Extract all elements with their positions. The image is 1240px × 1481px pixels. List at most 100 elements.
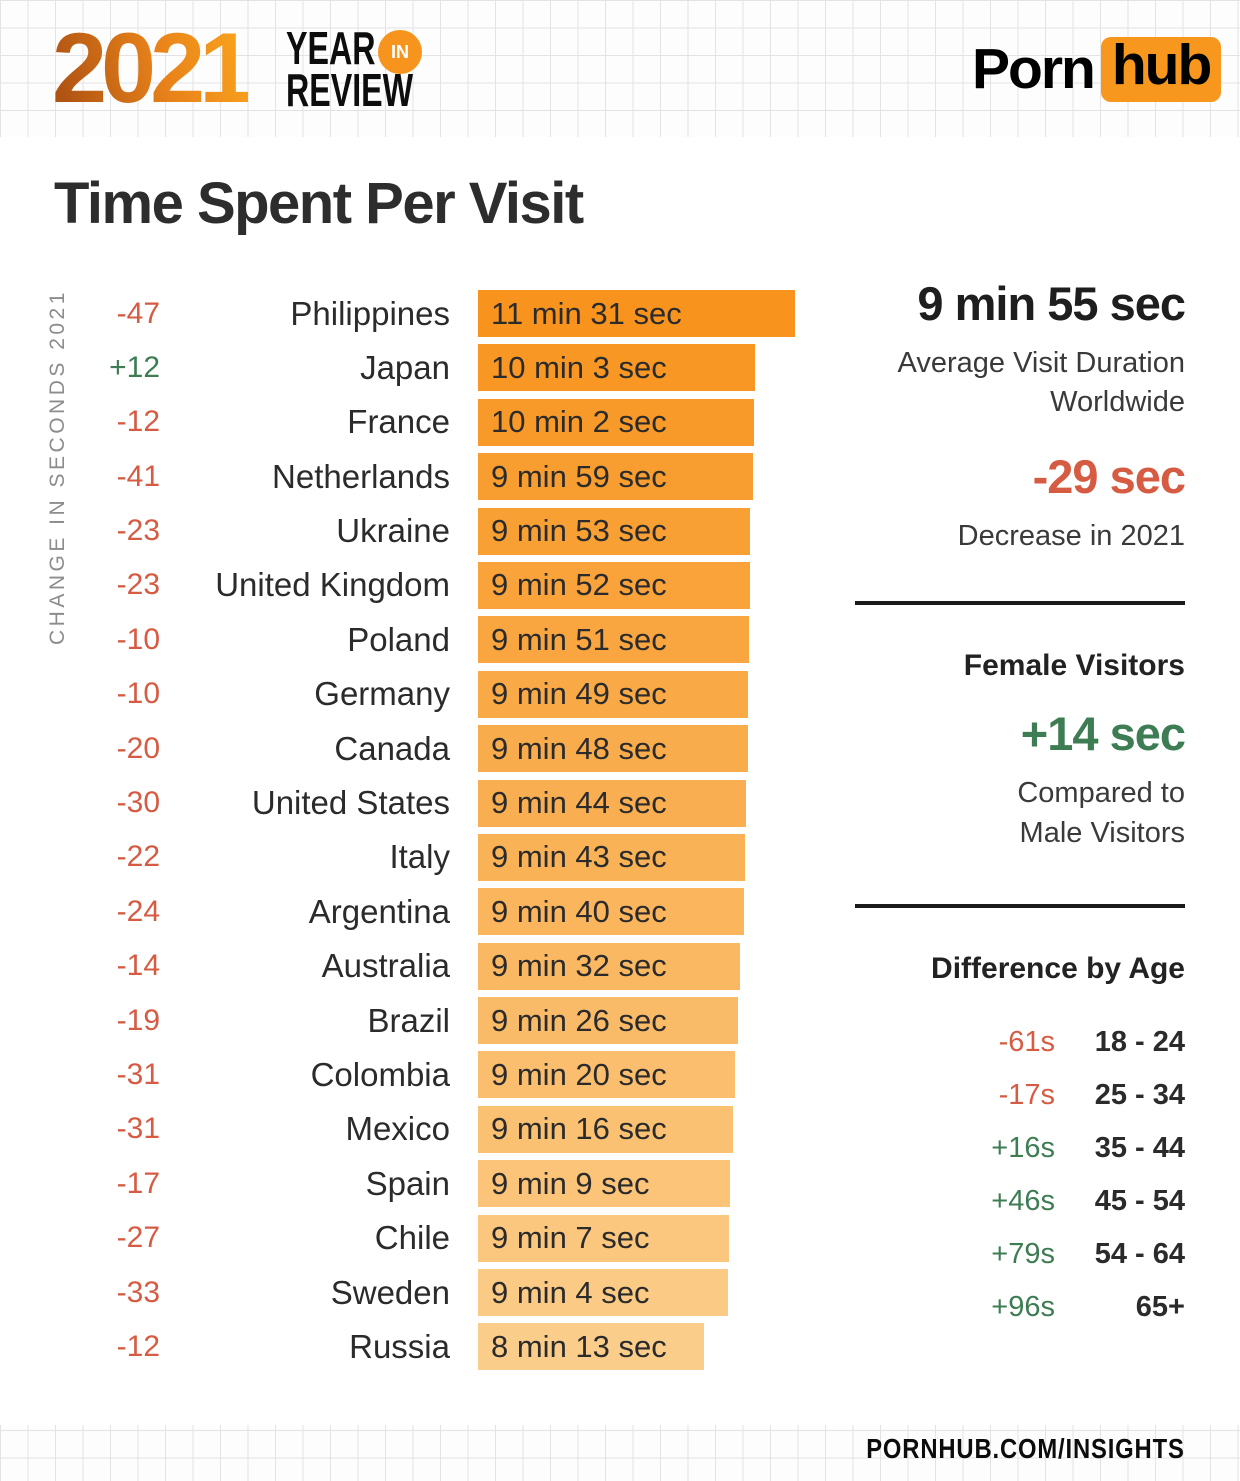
duration-label: 9 min 53 sec xyxy=(491,513,667,549)
change-value: -31 xyxy=(116,1112,160,1146)
year-in-review-line2: REVIEW xyxy=(286,64,467,116)
duration-label: 9 min 20 sec xyxy=(491,1056,667,1092)
duration-bar: 9 min 49 sec xyxy=(478,670,748,718)
change-value: -10 xyxy=(116,677,160,711)
country-label: Sweden xyxy=(330,1273,450,1311)
country-label: Japan xyxy=(360,348,450,386)
duration-bar: 10 min 2 sec xyxy=(478,398,754,446)
change-value: -19 xyxy=(116,1003,160,1037)
country-label: Poland xyxy=(347,620,450,658)
change-value: -24 xyxy=(116,894,160,928)
year-text: YEAR xyxy=(286,22,376,74)
duration-label: 9 min 49 sec xyxy=(491,676,667,712)
country-label: Mexico xyxy=(345,1110,450,1148)
country-label: Russia xyxy=(349,1327,450,1365)
age-diff-value: +16s xyxy=(991,1131,1055,1164)
change-value: -20 xyxy=(116,731,160,765)
chart-row: -23 United Kingdom 9 min 52 sec xyxy=(0,561,820,609)
stats-sidebar: 9 min 55 sec Average Visit Duration Worl… xyxy=(855,280,1186,1334)
age-row: +96s 65+ xyxy=(855,1281,1185,1334)
age-row: -17s 25 - 34 xyxy=(855,1069,1185,1122)
duration-bar: 9 min 32 sec xyxy=(478,942,740,990)
duration-label: 9 min 16 sec xyxy=(491,1111,667,1147)
age-diff-value: +96s xyxy=(991,1290,1055,1323)
country-label: Chile xyxy=(374,1219,450,1257)
duration-bar: 9 min 16 sec xyxy=(478,1105,733,1153)
duration-label: 9 min 51 sec xyxy=(491,621,667,657)
pornhub-logo-hub: hub xyxy=(1100,36,1222,102)
chart-row: +12 Japan 10 min 3 sec xyxy=(0,344,820,392)
change-value: -23 xyxy=(116,514,160,548)
duration-bar: 8 min 13 sec xyxy=(478,1323,704,1371)
duration-label: 8 min 13 sec xyxy=(491,1328,667,1364)
chart-row: -22 Italy 9 min 43 sec xyxy=(0,833,820,881)
difference-by-age-heading: Difference by Age xyxy=(931,951,1185,985)
duration-label: 9 min 44 sec xyxy=(491,785,667,821)
duration-bar: 9 min 4 sec xyxy=(478,1269,728,1317)
chart-row: -14 Australia 9 min 32 sec xyxy=(0,942,820,990)
chart-row: -10 Poland 9 min 51 sec xyxy=(0,616,820,664)
country-label: Argentina xyxy=(308,892,450,930)
change-value: -22 xyxy=(116,840,160,874)
country-label: France xyxy=(347,403,450,441)
chart-row: -31 Mexico 9 min 16 sec xyxy=(0,1105,820,1153)
chart-row: -17 Spain 9 min 9 sec xyxy=(0,1160,820,1208)
pornhub-logo: Porn hub xyxy=(972,36,1222,102)
duration-label: 9 min 59 sec xyxy=(491,458,667,494)
review-text: REVIEW xyxy=(286,64,414,116)
age-row: +16s 35 - 44 xyxy=(855,1122,1185,1175)
duration-label: 9 min 40 sec xyxy=(491,893,667,929)
year-in-review-logo: YEAR IN REVIEW xyxy=(286,22,467,116)
duration-bar: 11 min 31 sec xyxy=(478,290,795,337)
change-value: -31 xyxy=(116,1057,160,1091)
duration-bar: 9 min 26 sec xyxy=(478,997,738,1045)
year-in-review-line1: YEAR IN xyxy=(286,22,467,74)
duration-bar: 9 min 52 sec xyxy=(478,561,750,609)
year-2021-logo: 2021 xyxy=(52,12,254,123)
change-value: -14 xyxy=(116,949,160,983)
age-row: -61s 18 - 24 xyxy=(855,1016,1185,1069)
female-visitors-value: +14 sec xyxy=(1020,707,1186,761)
country-label: Spain xyxy=(365,1164,450,1202)
age-diff-value: -17s xyxy=(998,1078,1055,1111)
age-range-label: 35 - 44 xyxy=(1094,1131,1185,1164)
country-label: Australia xyxy=(321,947,450,985)
chart-row: -30 United States 9 min 44 sec xyxy=(0,779,820,827)
decrease-label: Decrease in 2021 xyxy=(957,520,1185,553)
chart-row: -47 Philippines 11 min 31 sec xyxy=(0,290,820,337)
duration-bar: 9 min 43 sec xyxy=(478,833,745,881)
country-label: Germany xyxy=(314,675,450,713)
duration-bar: 9 min 48 sec xyxy=(478,725,748,773)
duration-label: 9 min 48 sec xyxy=(491,730,667,766)
country-label: Ukraine xyxy=(336,512,450,550)
chart-row: -19 Brazil 9 min 26 sec xyxy=(0,997,820,1045)
age-diff-value: +46s xyxy=(991,1184,1055,1217)
duration-label: 10 min 3 sec xyxy=(491,349,667,385)
age-range-label: 45 - 54 xyxy=(1094,1184,1185,1217)
age-diff-value: +79s xyxy=(991,1237,1055,1270)
country-label: Netherlands xyxy=(272,457,450,495)
age-range-label: 25 - 34 xyxy=(1094,1078,1185,1111)
female-visitors-heading: Female Visitors xyxy=(963,649,1185,683)
female-visitors-label: Compared to Male Visitors xyxy=(1017,777,1185,849)
change-value: -47 xyxy=(116,296,160,330)
divider xyxy=(855,903,1185,908)
worldwide-average-label: Average Visit Duration Worldwide xyxy=(897,347,1185,419)
change-value: -12 xyxy=(116,405,160,439)
chart-row: -12 Russia 8 min 13 sec xyxy=(0,1323,820,1371)
duration-bar: 9 min 53 sec xyxy=(478,507,750,555)
country-label: Italy xyxy=(389,838,450,876)
chart-row: -27 Chile 9 min 7 sec xyxy=(0,1214,820,1262)
chart-row: -20 Canada 9 min 48 sec xyxy=(0,725,820,773)
change-value: -23 xyxy=(116,568,160,602)
duration-label: 9 min 4 sec xyxy=(491,1274,650,1310)
pornhub-logo-porn: Porn xyxy=(972,37,1096,101)
duration-label: 9 min 26 sec xyxy=(491,1002,667,1038)
age-diff-value: -61s xyxy=(998,1025,1055,1058)
duration-bar: 9 min 40 sec xyxy=(478,888,744,936)
change-value: -27 xyxy=(116,1221,160,1255)
duration-bar: 9 min 20 sec xyxy=(478,1051,735,1099)
chart-row: -31 Colombia 9 min 20 sec xyxy=(0,1051,820,1099)
chart-row: -41 Netherlands 9 min 59 sec xyxy=(0,453,820,501)
chart-rows: -47 Philippines 11 min 31 sec +12 Japan … xyxy=(0,290,820,1378)
